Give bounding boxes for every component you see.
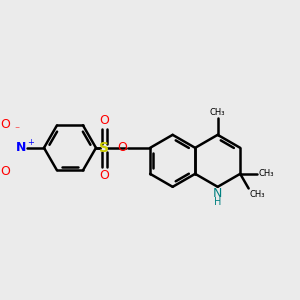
Text: S: S xyxy=(99,141,109,155)
Text: O: O xyxy=(1,118,10,131)
Text: CH₃: CH₃ xyxy=(258,169,274,178)
Text: +: + xyxy=(27,139,34,148)
Text: CH₃: CH₃ xyxy=(250,190,265,199)
Text: O: O xyxy=(117,141,127,154)
Text: O: O xyxy=(99,114,109,127)
Text: N: N xyxy=(16,141,26,154)
Text: CH₃: CH₃ xyxy=(210,108,225,117)
Text: O: O xyxy=(99,169,109,182)
Text: H: H xyxy=(214,197,221,207)
Text: ⁻: ⁻ xyxy=(14,125,20,135)
Text: N: N xyxy=(213,188,222,200)
Text: O: O xyxy=(1,165,10,178)
